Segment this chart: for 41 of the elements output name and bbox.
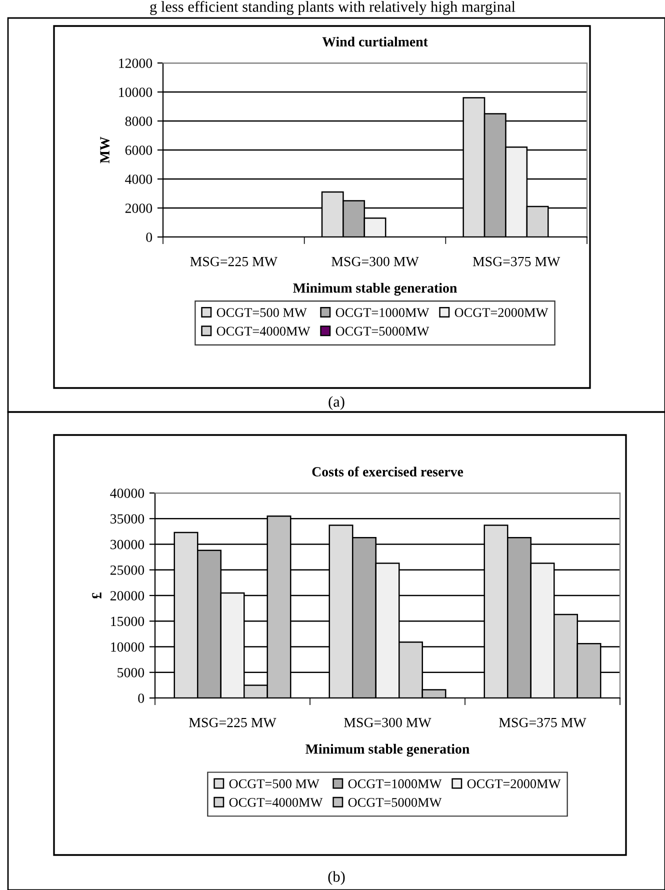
x-axis-title: Minimum stable generation <box>293 282 457 296</box>
y-tick-label: 5000 <box>118 668 144 678</box>
x-tick-label: MSG=300 MW <box>332 256 419 266</box>
x-tick-label: MSG=225 MW <box>190 256 278 266</box>
text: g less efficient standing plants with relatively high marginal <box>150 0 516 16</box>
legend-label: OCGT=2000MW <box>454 308 548 318</box>
y-tick-label: 4000 <box>125 174 152 184</box>
text: (b) <box>328 871 345 885</box>
x-tick-label: MSG=300 MW <box>344 718 432 728</box>
x-axis-title: Minimum stable generation <box>306 744 470 757</box>
y-tick-label: 30000 <box>110 540 144 550</box>
y-tick-label: 10000 <box>111 642 144 652</box>
legend-label: OCGT=1000MW <box>336 308 430 318</box>
legend-label: OCGT=4000MW <box>229 798 323 807</box>
y-tick-label: 6000 <box>125 146 152 155</box>
y-tick-label: 8000 <box>125 116 152 126</box>
y-axis-title: MW <box>100 136 110 164</box>
y-tick-label: 12000 <box>119 58 152 68</box>
y-tick-label: 10000 <box>119 88 152 97</box>
y-tick-label: 0 <box>138 694 144 703</box>
x-tick-label: MSG=375 MW <box>499 718 586 728</box>
y-tick-label: 25000 <box>110 565 144 575</box>
text: (a) <box>328 396 344 410</box>
chart-title: Costs of exercised reserve <box>312 466 464 476</box>
legend-label: OCGT=5000MW <box>348 798 442 807</box>
y-tick-label: 2000 <box>125 204 152 213</box>
y-axis-title: £ <box>92 592 102 598</box>
legend-label: OCGT=500 MW <box>229 779 320 788</box>
y-tick-label: 15000 <box>111 616 144 626</box>
y-tick-label: 20000 <box>110 591 144 600</box>
legend-label: OCGT=5000MW <box>336 326 430 336</box>
chart-title: Wind curtialment <box>322 36 428 47</box>
legend-label: OCGT=500 MW <box>216 308 307 318</box>
legend-label: OCGT=2000MW <box>467 779 561 788</box>
y-tick-label: 40000 <box>110 488 144 498</box>
y-tick-label: 35000 <box>110 514 144 524</box>
x-tick-label: MSG=375 MW <box>472 256 560 266</box>
legend-label: OCGT=1000MW <box>348 779 442 788</box>
legend-label: OCGT=4000MW <box>216 326 310 336</box>
y-tick-label: 0 <box>146 232 152 242</box>
x-tick-label: MSG=225 MW <box>189 718 276 728</box>
